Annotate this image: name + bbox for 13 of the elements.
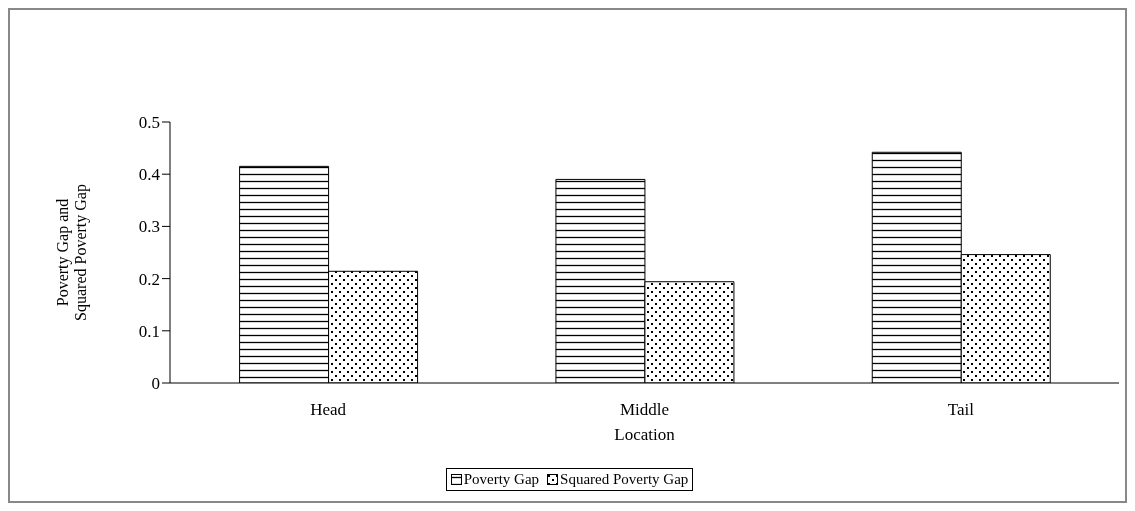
y-tick-label: 0.1 (138, 321, 160, 341)
x-tick-label: Head (310, 400, 347, 420)
legend-label: Poverty Gap (463, 471, 540, 488)
x-tick-label: Tail (947, 400, 975, 420)
y-tick-label: 0.2 (138, 269, 160, 289)
y-tick-label: 0.3 (138, 217, 160, 237)
legend-label: Squared Poverty Gap (560, 471, 689, 488)
y-axis-title: Poverty Gap and Squared Poverty Gap (54, 184, 90, 321)
y-tick-label: 0.5 (138, 113, 160, 133)
x-tick-label: Middle (619, 400, 670, 420)
x-axis-title: Location (614, 425, 676, 444)
y-tick-label: 0 (151, 374, 160, 394)
y-tick-label: 0.4 (138, 165, 161, 185)
